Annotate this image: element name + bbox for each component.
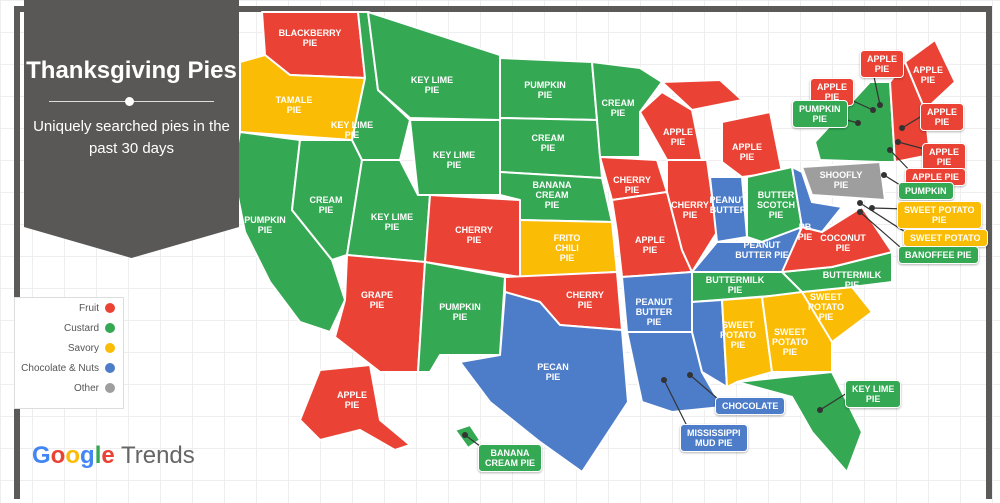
leader-dot	[687, 372, 693, 378]
leader-dot	[870, 107, 876, 113]
state-label-az: GRAPE PIE	[360, 290, 394, 310]
frame	[14, 6, 992, 499]
legend-item: Custard	[15, 318, 123, 338]
state-label-me: APPLE PIE	[912, 65, 944, 85]
callout-label: APPLE PIE	[922, 143, 967, 171]
leader-dot	[817, 407, 823, 413]
leader-dot	[462, 432, 468, 438]
legend-dot	[105, 383, 115, 393]
state-label-or: TAMALE PIE	[275, 95, 313, 115]
callout-label: SWEET POTATO PIE	[897, 201, 982, 229]
state-label-wa: BLACKBERRY PIE	[278, 28, 342, 48]
state-label-il: CHERRY PIE	[671, 200, 709, 220]
state-label-ut: KEY LIME PIE	[370, 212, 414, 232]
title-banner: Thanksgiving Pies Uniquely searched pies…	[24, 0, 239, 258]
state-al	[721, 296, 773, 388]
state-label-co: CHERRY PIE	[455, 225, 493, 245]
leader-dot	[855, 120, 861, 126]
callout-label: APPLE PIE	[860, 50, 905, 78]
leader-dot	[857, 200, 863, 206]
state-tx	[459, 291, 629, 473]
legend-dot	[105, 343, 115, 353]
state-label-mt: KEY LIME PIE	[410, 75, 454, 95]
state-label-nc: BUTTERMILK PIE	[822, 270, 882, 290]
legend-item: Savory	[15, 338, 123, 358]
state-ak	[299, 364, 411, 451]
divider	[49, 97, 214, 106]
state-label-ks: FRITO CHILI PIE	[553, 233, 581, 263]
callout-label: PUMPKIN PIE	[792, 100, 848, 128]
state-fl	[736, 371, 863, 473]
state-label-nm: PUMPKIN PIE	[439, 302, 481, 322]
state-label-mn: CREAM PIE	[601, 98, 635, 118]
leader-dot	[895, 139, 901, 145]
state-label-ca: PUMPKIN PIE	[244, 215, 286, 235]
state-ms	[691, 299, 728, 388]
legend-item: Other	[15, 378, 123, 398]
state-label-tn: BUTTERMILK PIE	[705, 275, 765, 295]
leader-dot	[899, 125, 905, 131]
state-wi	[639, 91, 703, 161]
callout-label: MISSISSIPPI MUD PIE	[680, 424, 748, 452]
callout-label: PUMPKIN	[898, 182, 954, 200]
callout-label: APPLE PIE	[920, 103, 965, 131]
state-label-nd: PUMPKIN PIE	[524, 80, 566, 100]
state-mi	[661, 79, 743, 111]
state-label-ok: CHERRY PIE	[566, 290, 604, 310]
subtitle: Uniquely searched pies in the past 30 da…	[33, 118, 230, 157]
state-wv	[791, 166, 843, 233]
state-pa	[801, 161, 886, 201]
state-label-va: COCONUT PIE	[820, 233, 866, 253]
state-label-wy: KEY LIME PIE	[432, 150, 476, 170]
callout-label: KEY LIME PIE	[845, 380, 902, 408]
state-label-wi: APPLE PIE	[662, 127, 694, 147]
state-label-ga: SWEET POTATO PIE	[772, 327, 808, 357]
state-label-ak: APPLE PIE	[336, 390, 368, 410]
page-title: Thanksgiving Pies	[26, 57, 237, 84]
state-label-in: PEANUT BUTTER	[709, 195, 747, 215]
leader-line	[663, 379, 691, 433]
state-label-sc: SWEET POTATO PIE	[808, 292, 844, 322]
leader-dot	[661, 377, 667, 383]
state-label-nv: CREAM PIE	[309, 195, 343, 215]
state-label-mo: APPLE PIE	[634, 235, 666, 255]
state-label-al: SWEET POTATO PIE	[720, 320, 756, 350]
state-label-oh: BUTTER SCOTCH PIE	[757, 190, 795, 220]
legend-item: Chocolate & Nuts	[15, 358, 123, 378]
state-label-sd: CREAM PIE	[531, 133, 565, 153]
callout-label: CHOCOLATE	[715, 397, 786, 415]
leader-dot	[881, 172, 887, 178]
leader-dot	[887, 147, 893, 153]
legend-dot	[105, 363, 115, 373]
callout-label: SWEET POTATO	[903, 229, 988, 247]
state-label-ne: BANANA CREAM PIE	[532, 180, 572, 210]
google-trends-logo: Google Trends	[32, 442, 195, 470]
google-wordmark: Google	[32, 442, 115, 469]
legend: Fruit Custard Savory Chocolate & Nuts Ot…	[14, 297, 124, 409]
trends-wordmark: Trends	[120, 442, 195, 469]
state-mn	[591, 61, 663, 158]
state-label-pa: SHOOFLY PIE	[819, 170, 863, 190]
callout-label: BANANA CREAM PIE	[478, 444, 543, 472]
state-label-ky: PEANUT BUTTER PIE	[735, 240, 789, 260]
legend-item: Fruit	[15, 298, 123, 318]
state-label-tx: PECAN PIE	[537, 362, 569, 382]
state-label-ar: PEANUT BUTTER PIE	[635, 297, 673, 327]
state-label-id: KEY LIME PIE	[330, 120, 374, 140]
state-az	[334, 254, 426, 373]
state-label-mi: APPLE PIE	[731, 142, 763, 162]
state-label-wv: PB PIE	[797, 222, 813, 242]
leader-dot	[877, 102, 883, 108]
state-label-ia: CHERRY PIE	[613, 175, 651, 195]
legend-dot	[105, 303, 115, 313]
legend-dot	[105, 323, 115, 333]
leader-dot	[857, 209, 863, 215]
callout-label: BANOFFEE PIE	[898, 246, 979, 264]
